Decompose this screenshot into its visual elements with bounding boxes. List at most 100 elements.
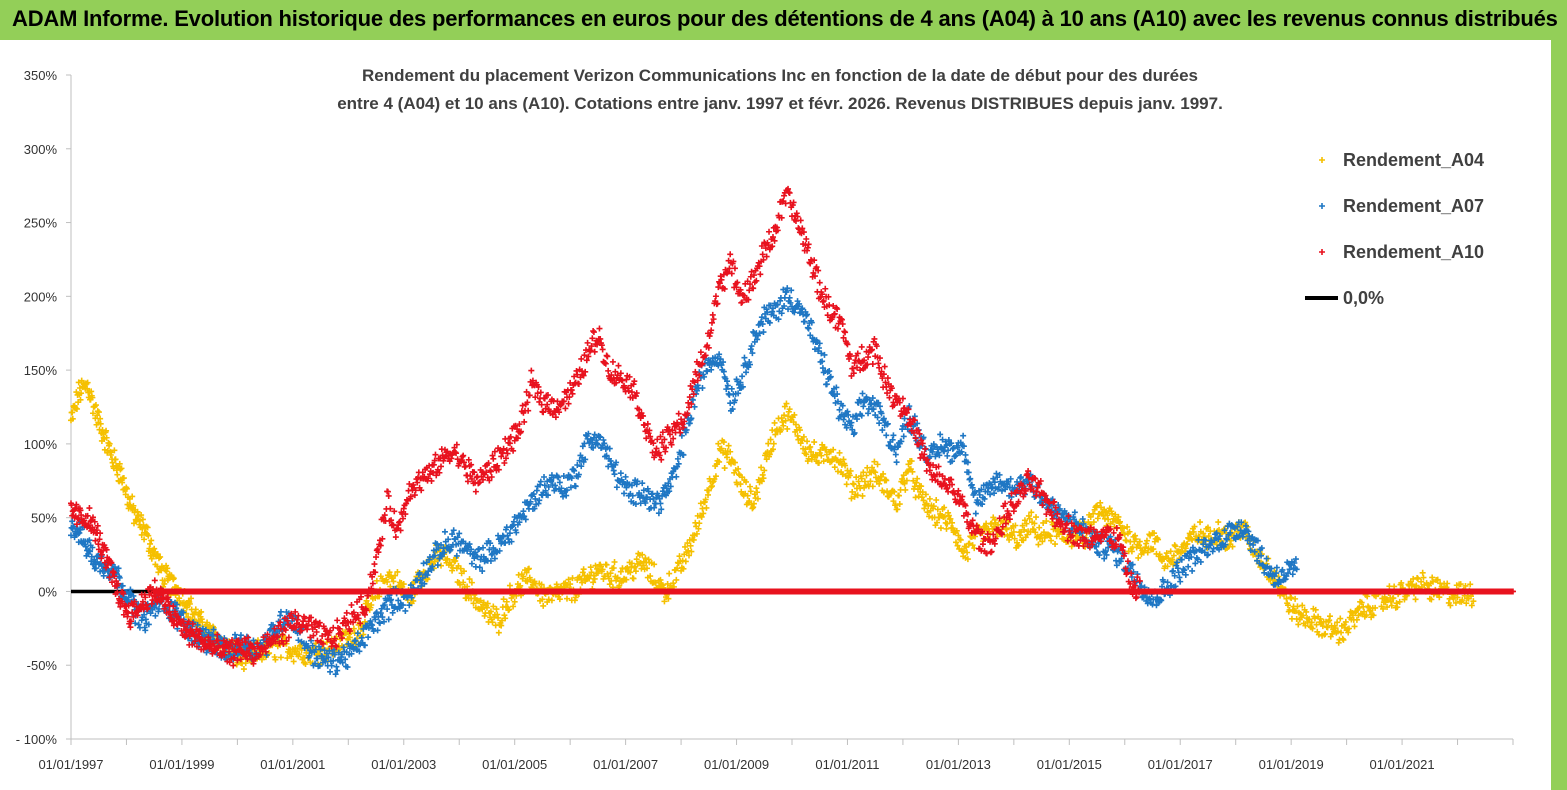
x-tick-label: 01/01/1997 (38, 757, 103, 772)
data-point (746, 498, 753, 505)
data-point (631, 378, 638, 385)
data-point (1338, 629, 1345, 636)
data-point (484, 600, 491, 607)
data-point (77, 396, 84, 403)
data-point (232, 631, 239, 638)
data-point (327, 668, 334, 675)
data-point (89, 394, 96, 401)
data-point (944, 452, 951, 459)
data-point (334, 617, 341, 624)
data-point (1414, 575, 1421, 582)
data-point (103, 434, 110, 441)
data-point (628, 389, 635, 396)
data-point (420, 560, 427, 567)
data-point (595, 567, 602, 574)
x-tick-label: 01/01/2017 (1148, 757, 1213, 772)
data-point (783, 400, 790, 407)
data-point (290, 658, 297, 665)
data-point (92, 402, 99, 409)
data-point (859, 492, 866, 499)
data-point (781, 412, 788, 419)
y-tick-label: - 100% (16, 732, 58, 747)
data-point (628, 560, 635, 567)
data-point (127, 624, 134, 631)
y-tick-label: 350% (24, 68, 58, 83)
data-point (712, 473, 719, 480)
data-point (803, 236, 810, 242)
x-tick-label: 01/01/2005 (482, 757, 547, 772)
data-point (665, 595, 672, 602)
y-tick-label: 100% (24, 437, 58, 452)
data-point (876, 420, 883, 427)
data-point (1189, 567, 1196, 574)
data-point (298, 646, 305, 653)
data-point (130, 502, 137, 509)
data-point (842, 329, 849, 336)
data-point (444, 555, 451, 562)
data-point (457, 581, 464, 588)
data-point (757, 271, 764, 278)
data-point (741, 354, 748, 361)
data-point (1035, 541, 1042, 548)
data-point (881, 363, 888, 370)
data-point (368, 602, 375, 609)
data-point (510, 603, 517, 610)
y-tick-label: 250% (24, 216, 58, 231)
data-point (603, 561, 610, 568)
data-point (117, 466, 124, 473)
data-point (630, 575, 637, 582)
data-point (432, 451, 439, 458)
data-point (700, 510, 707, 517)
data-point (302, 661, 309, 668)
data-point (129, 493, 136, 500)
data-point (186, 600, 193, 607)
data-point (192, 606, 199, 613)
data-point (392, 572, 399, 579)
data-point (617, 568, 624, 575)
x-tick-label: 01/01/2011 (815, 757, 879, 772)
data-point (360, 631, 367, 638)
data-point (588, 569, 595, 576)
data-point (893, 459, 900, 466)
data-point (204, 619, 211, 626)
data-point (176, 595, 183, 602)
data-point (438, 463, 445, 470)
data-point (647, 573, 654, 580)
data-point (466, 576, 473, 583)
data-point (937, 431, 944, 438)
data-point (97, 530, 104, 537)
data-point (1033, 514, 1040, 521)
data-point (392, 534, 399, 541)
data-point (116, 460, 123, 467)
data-point (743, 478, 750, 485)
data-point (750, 500, 757, 507)
data-point (617, 470, 624, 477)
data-point (390, 578, 397, 585)
data-point (277, 608, 284, 615)
data-point (805, 325, 812, 332)
data-point (644, 565, 651, 572)
data-point (691, 403, 698, 410)
data-point (613, 484, 620, 491)
data-point (103, 427, 110, 434)
data-point (584, 339, 591, 346)
data-point (94, 522, 101, 529)
data-point (696, 520, 703, 527)
data-point (346, 634, 353, 641)
data-point (836, 449, 843, 456)
x-tick-label: 01/01/2003 (371, 757, 436, 772)
data-point (272, 656, 279, 663)
data-point (823, 381, 830, 388)
data-point (114, 471, 121, 478)
data-point (697, 500, 704, 507)
data-point (493, 606, 500, 613)
data-point (517, 582, 524, 589)
data-point (716, 458, 723, 465)
data-point (843, 481, 850, 488)
data-point (95, 409, 102, 416)
data-point (431, 558, 438, 565)
data-point (524, 578, 531, 585)
data-point (831, 464, 838, 471)
data-point (118, 465, 125, 472)
